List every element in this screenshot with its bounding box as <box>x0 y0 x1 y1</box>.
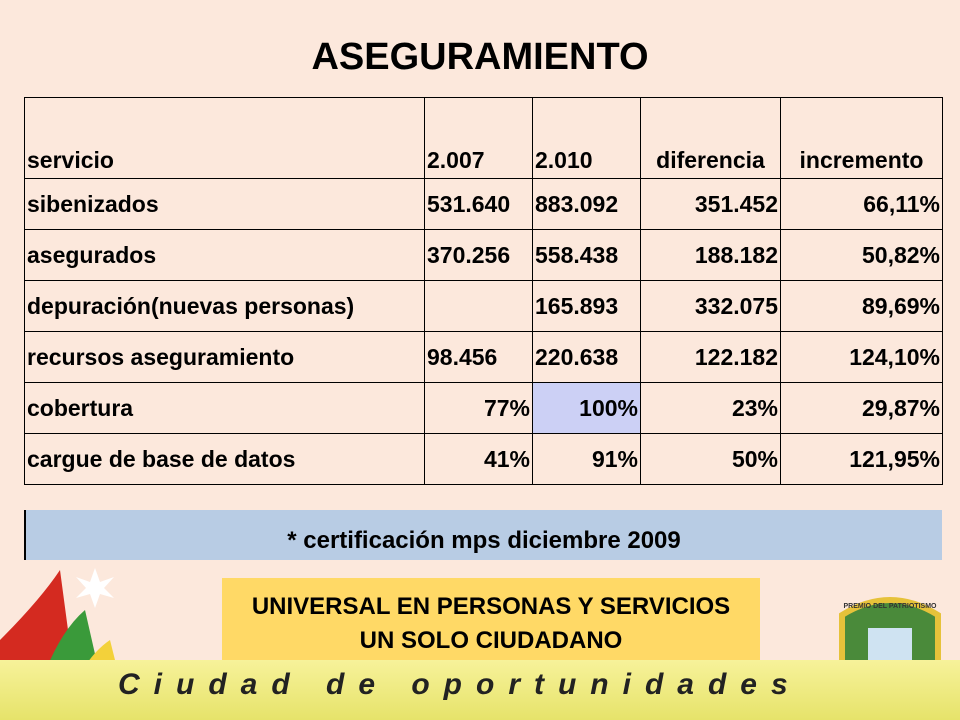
cell: 77% <box>424 382 533 434</box>
cell: 41% <box>424 433 533 485</box>
row: recursos aseguramiento 98.456 220.638 122.1… <box>24 331 943 383</box>
cell: incremento <box>780 97 943 179</box>
cell: 332.075 <box>640 280 781 332</box>
footer-band <box>0 660 960 720</box>
cell: 50% <box>640 433 781 485</box>
cell: 558.438 <box>532 229 641 281</box>
cell: 124,10% <box>780 331 943 383</box>
cell: asegurados <box>24 229 425 281</box>
row: depuración(nuevas personas) 165.893 332.07… <box>24 280 943 332</box>
cell: 220.638 <box>532 331 641 383</box>
cell: 98.456 <box>424 331 533 383</box>
cell: 2.010 <box>532 97 641 179</box>
row: cobertura 77% 100% 23% 29,87% <box>24 382 943 434</box>
cell: cargue de base de datos <box>24 433 425 485</box>
cell: 370.256 <box>424 229 533 281</box>
cell: 122.182 <box>640 331 781 383</box>
cell: 188.182 <box>640 229 781 281</box>
banner: UNIVERSAL EN PERSONAS Y SERVICIOS UN SOL… <box>222 578 760 660</box>
star <box>76 568 114 608</box>
cell: depuración(nuevas personas) <box>24 280 425 332</box>
cell: 91% <box>532 433 641 485</box>
cell: 23% <box>640 382 781 434</box>
banner-line: UNIVERSAL EN PERSONAS Y SERVICIOS <box>251 593 731 620</box>
cell: 2.007 <box>424 97 533 179</box>
cell: 531.640 <box>424 178 533 230</box>
title: ASEGURAMIENTO <box>311 36 649 78</box>
cell <box>424 280 533 332</box>
cell: recursos aseguramiento <box>24 331 425 383</box>
emblem-text: PREMIO DEL PATRIOTISMO <box>844 603 938 610</box>
cell: 100% <box>532 382 641 434</box>
cell: 29,87% <box>780 382 943 434</box>
cell: diferencia <box>640 97 781 179</box>
row: sibenizados 531.640 883.092 351.452 66,11% <box>24 178 943 230</box>
note: * certificación mps diciembre 2009 <box>24 510 942 560</box>
slogan: Ciudad de oportunidades <box>118 668 802 701</box>
cell: 66,11% <box>780 178 943 230</box>
cell: sibenizados <box>24 178 425 230</box>
cell: 351.452 <box>640 178 781 230</box>
header-row: servicio 2.007 2.010 diferencia incremento <box>24 97 943 179</box>
cell: cobertura <box>24 382 425 434</box>
cell: 89,69% <box>780 280 943 332</box>
cell: 121,95% <box>780 433 943 485</box>
banner-line: UN SOLO CIUDADANO <box>359 627 623 654</box>
cell: 165.893 <box>532 280 641 332</box>
cell: 50,82% <box>780 229 943 281</box>
table: servicio 2.007 2.010 diferencia incremento si… <box>24 97 943 485</box>
row: asegurados 370.256 558.438 188.182 50,82% <box>24 229 943 281</box>
cell: servicio <box>24 97 425 179</box>
row: cargue de base de datos 41% 91% 50% 121,95% <box>24 433 943 485</box>
cell: 883.092 <box>532 178 641 230</box>
